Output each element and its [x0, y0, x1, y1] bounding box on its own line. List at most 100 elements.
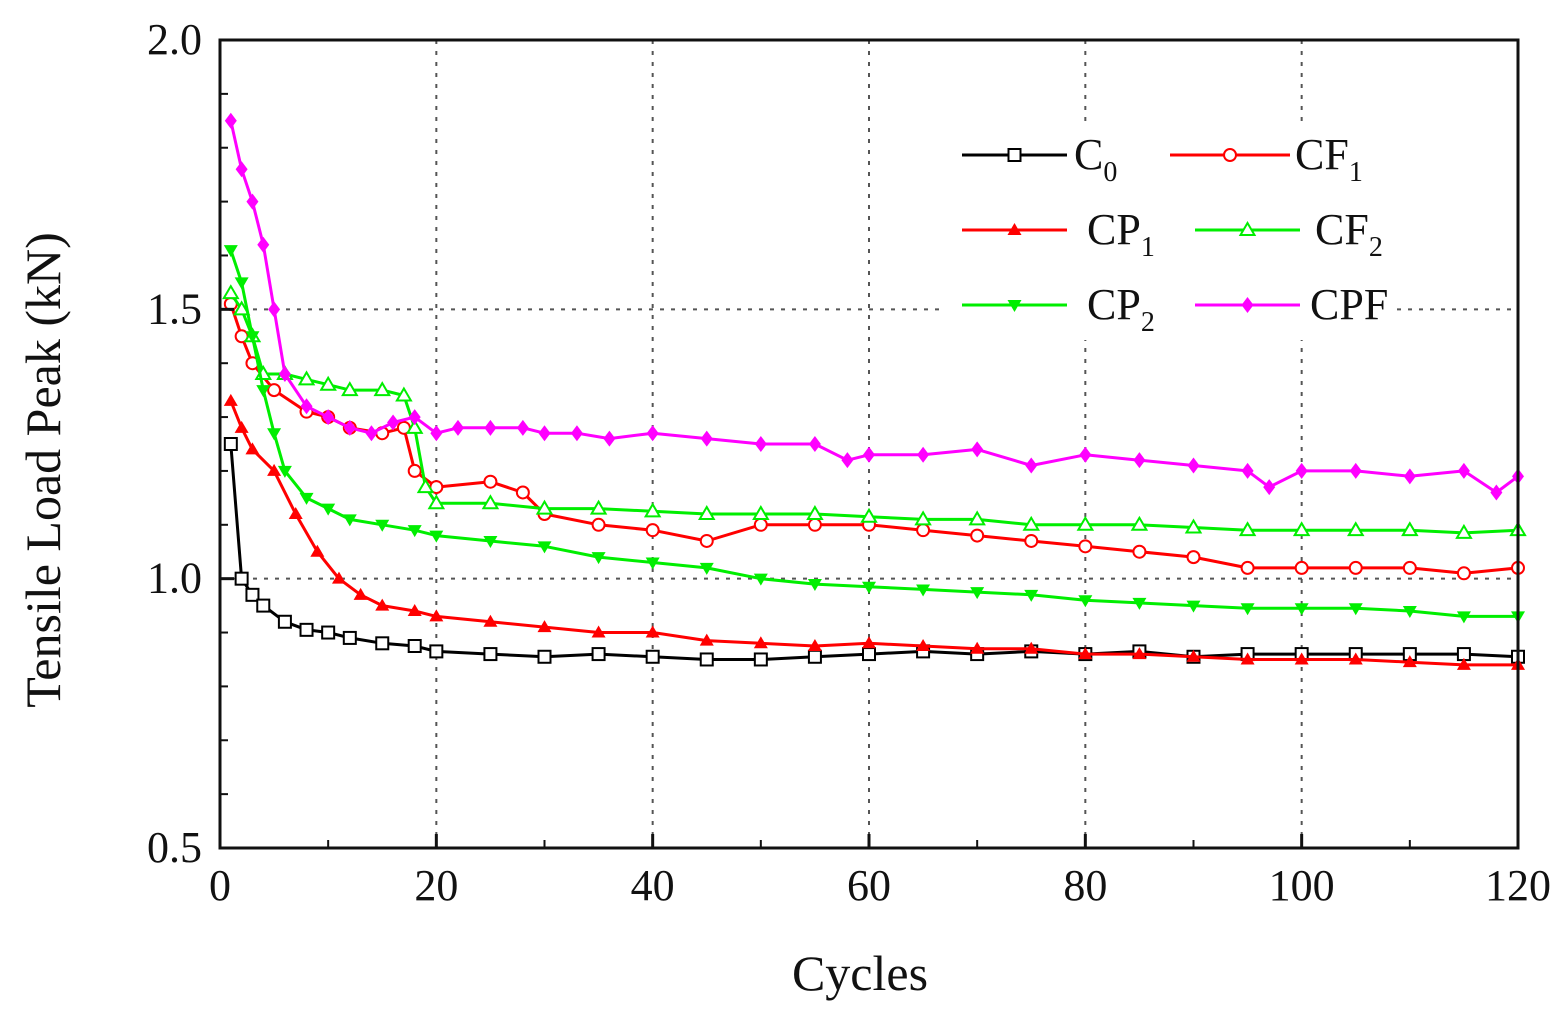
data-point [407, 463, 422, 478]
data-point [807, 639, 822, 651]
data-point [862, 647, 876, 662]
x-tick-label: 120 [1485, 861, 1551, 910]
data-point [232, 300, 251, 316]
data-point [753, 636, 768, 649]
data-point [300, 398, 313, 415]
data-point [753, 517, 768, 532]
data-point [1456, 657, 1471, 670]
data-point [234, 420, 249, 433]
data-point [1078, 595, 1093, 608]
data-point [224, 112, 237, 129]
data-point [538, 425, 551, 442]
data-point [427, 494, 446, 510]
data-point [1024, 641, 1039, 654]
data-point [277, 465, 292, 478]
data-point [407, 525, 422, 538]
data-point [387, 414, 400, 431]
data-point [223, 393, 238, 406]
x-tick-label: 100 [1269, 861, 1335, 910]
y-tick-label: 0.5 [147, 823, 202, 872]
x-tick-label: 60 [847, 861, 891, 910]
series-line-cp2 [229, 249, 1518, 618]
data-point [1292, 521, 1311, 537]
data-point [288, 507, 303, 520]
data-point [645, 625, 660, 638]
data-point [483, 614, 498, 627]
data-point [916, 523, 931, 538]
data-point [807, 579, 822, 592]
data-point [1294, 652, 1309, 665]
data-point [916, 584, 931, 597]
data-point [862, 581, 876, 594]
data-point [1263, 479, 1276, 496]
data-point [1456, 566, 1471, 581]
data-point [277, 614, 292, 629]
data-point [223, 437, 238, 451]
data-point [481, 494, 500, 510]
data-point [806, 505, 824, 521]
legend-label: CF1 [1295, 130, 1363, 188]
data-point [1079, 446, 1092, 463]
axis-ticks [218, 38, 1520, 850]
data-point [1402, 560, 1417, 575]
data-point [1457, 462, 1470, 479]
data-point [1348, 560, 1363, 575]
data-point [407, 603, 422, 616]
data-point [645, 649, 660, 664]
data-point [375, 598, 390, 611]
data-point [353, 587, 368, 600]
data-point [429, 530, 444, 543]
data-point [246, 193, 259, 210]
data-point [1401, 521, 1419, 537]
data-point [1240, 560, 1255, 575]
data-point [1349, 462, 1362, 479]
data-point [429, 644, 444, 659]
series-cp1 [223, 393, 1525, 670]
data-point [970, 587, 985, 600]
data-point [807, 517, 822, 532]
data-point [223, 245, 238, 258]
x-tick-label: 40 [631, 861, 675, 910]
data-point [256, 598, 271, 613]
data-point [699, 562, 714, 575]
data-point [754, 436, 767, 452]
data-point [299, 492, 314, 505]
data-point [1024, 589, 1039, 602]
data-point [267, 383, 282, 398]
data-point [1347, 521, 1365, 537]
legend-swatch-marker [1007, 148, 1022, 162]
data-point [862, 636, 876, 649]
data-point [365, 425, 378, 442]
data-point [860, 507, 878, 523]
data-point [914, 510, 932, 526]
legend-item-cpf: CPF [1195, 280, 1388, 329]
data-point [375, 636, 390, 651]
data-point [310, 544, 325, 557]
tick-labels: 0 20 40 60 80 100 120 0.5 1.0 1.5 2.0 [147, 15, 1551, 910]
data-point [1295, 462, 1308, 479]
data-point [699, 633, 714, 646]
data-point [1187, 457, 1200, 474]
data-point [267, 428, 282, 441]
legend-label: CPF [1310, 280, 1388, 329]
data-point [1186, 550, 1201, 565]
series-cf2 [222, 284, 1527, 539]
legend-label: CP2 [1087, 280, 1155, 338]
data-point [278, 365, 291, 382]
legend-item-c0: C0 [962, 130, 1117, 188]
legend-item-cp1: CP1 [962, 205, 1155, 263]
legend-swatch-marker [1238, 221, 1257, 236]
data-point [235, 161, 248, 178]
data-point [1076, 515, 1095, 531]
data-point [970, 528, 985, 543]
data-point [234, 277, 249, 290]
data-point [1130, 515, 1149, 531]
data-point [375, 519, 390, 532]
data-point [591, 647, 606, 662]
data-point [299, 622, 314, 637]
series-cf1 [223, 296, 1525, 581]
series-layer [222, 112, 1527, 670]
data-point [1403, 468, 1416, 485]
data-point [1294, 603, 1309, 616]
